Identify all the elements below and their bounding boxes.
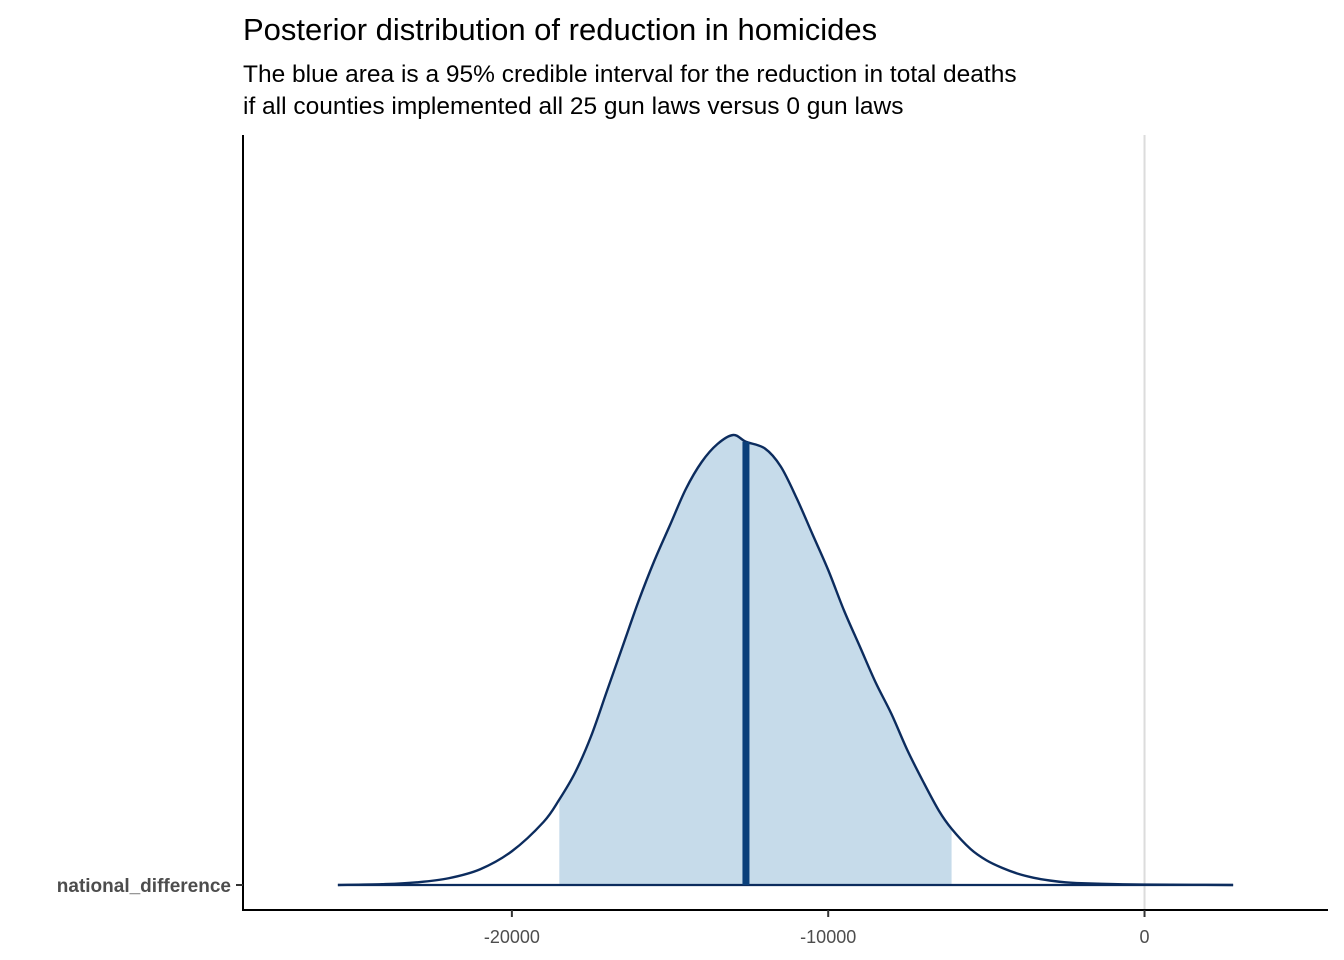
chart-subtitle-line-2: if all counties implemented all 25 gun l… [243, 93, 903, 120]
category-label: national_difference [57, 876, 231, 897]
plot-area [337, 135, 1234, 910]
credible-interval-area [559, 435, 952, 885]
x-axis-ticks: -20000 -10000 0 [484, 910, 1150, 947]
density-curve [337, 433, 1234, 887]
x-tick-label: -20000 [484, 927, 540, 947]
x-tick-label: 0 [1140, 927, 1150, 947]
chart-subtitle-line-1: The blue area is a 95% credible interval… [243, 61, 1017, 88]
x-tick-label: -10000 [800, 927, 856, 947]
chart-title: Posterior distribution of reduction in h… [243, 12, 877, 47]
